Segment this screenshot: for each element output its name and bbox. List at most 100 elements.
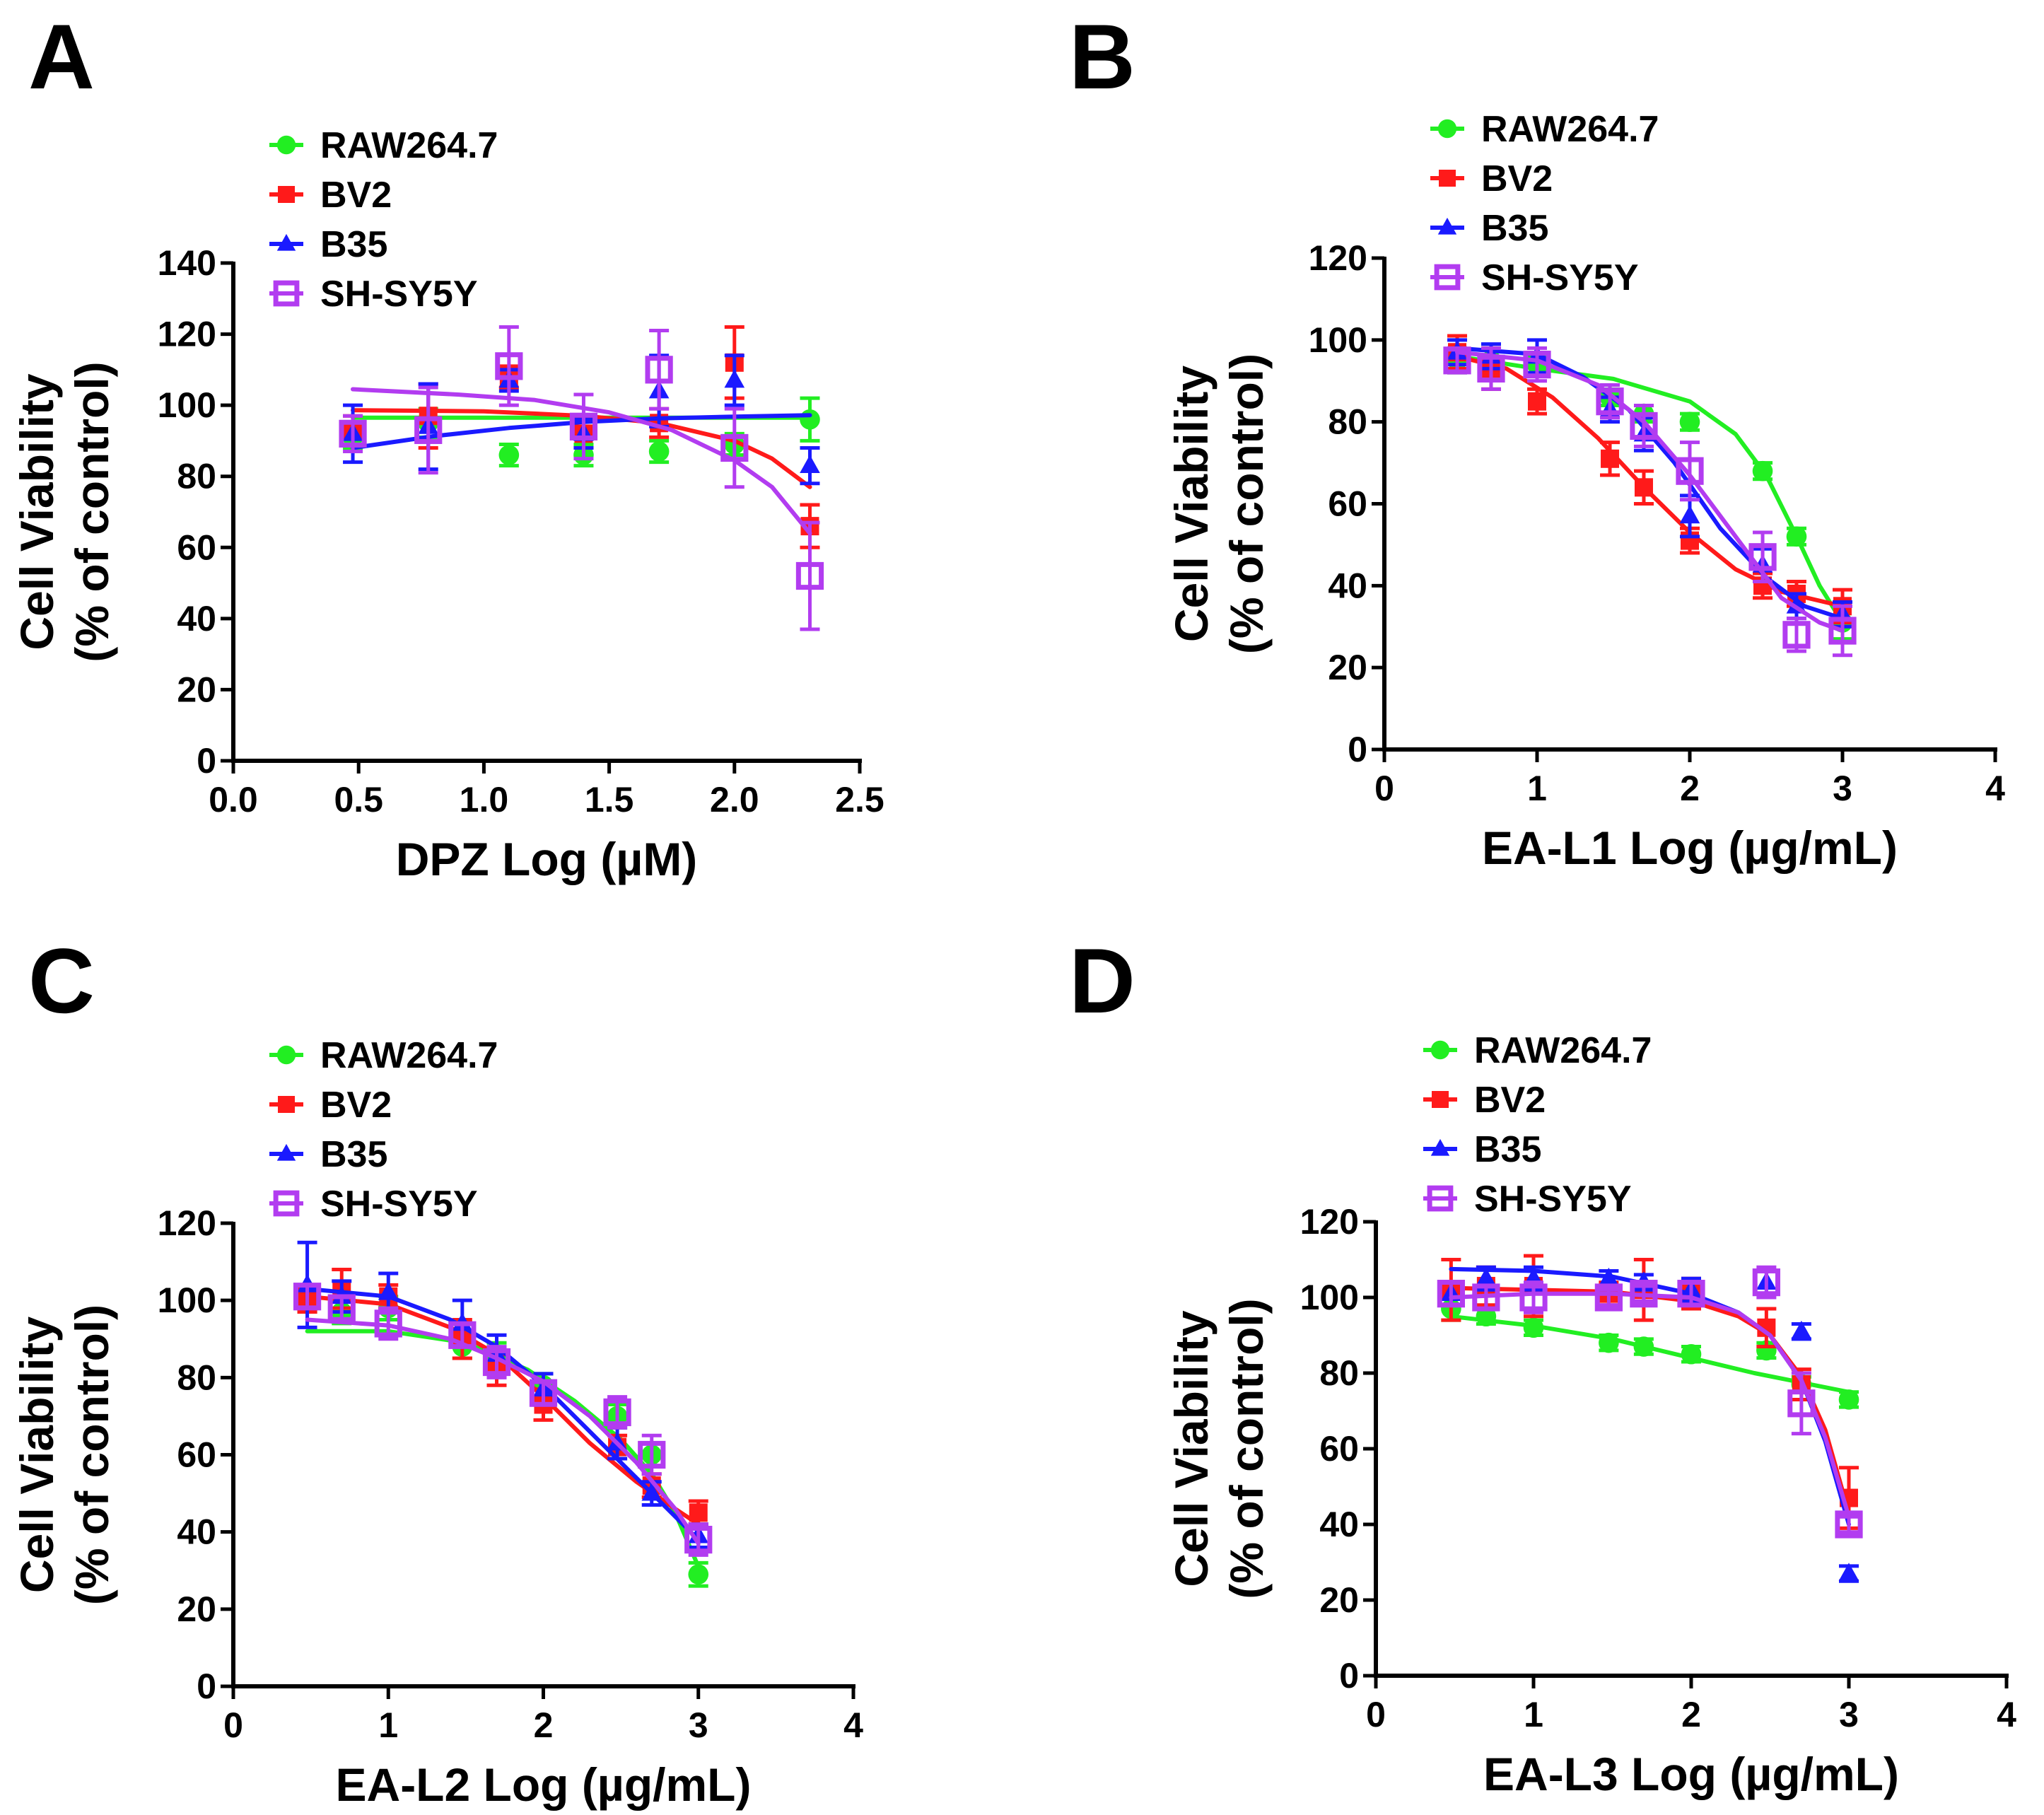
panel-a: A 0 20 40 60 80 100 120 140 0.0 0.5 1.0 1.5 2.0 2.5 DPZ… xyxy=(11,5,884,885)
series-sh-sy5y xyxy=(293,1283,713,1557)
legend: RAW264.7 BV2 B35 SH-SY5Y xyxy=(269,1035,498,1225)
data-point xyxy=(1601,449,1620,468)
x-tick-label: 1 xyxy=(378,1705,398,1745)
y-axis-label: Cell Viability xyxy=(1165,1310,1217,1587)
x-tick-label: 1.0 xyxy=(460,780,509,819)
x-axis-label: DPZ Log (µM) xyxy=(396,833,698,885)
data-point xyxy=(1681,1343,1702,1365)
y-tick-label: 120 xyxy=(1300,1202,1359,1242)
legend-marker xyxy=(276,1045,296,1065)
x-tick-label: 1 xyxy=(1524,1695,1543,1734)
y-axis-label: Cell Viability xyxy=(1165,366,1217,643)
legend-marker xyxy=(1437,217,1457,235)
y-tick-label: 100 xyxy=(158,1280,216,1320)
fit-curve xyxy=(1449,1291,1851,1519)
legend: RAW264.7 BV2 B35 SH-SY5Y xyxy=(1430,109,1659,298)
y-tick-label: 80 xyxy=(177,457,216,496)
y-tick-label: 60 xyxy=(1328,484,1367,524)
panel-letter: B xyxy=(1069,5,1135,108)
data-point xyxy=(1752,460,1773,482)
y-tick-label: 80 xyxy=(1319,1353,1359,1393)
fit-curve xyxy=(305,1286,701,1542)
data-point xyxy=(603,1398,631,1427)
x-axis-label: EA-L2 Log (µg/mL) xyxy=(336,1758,752,1811)
legend-label: B35 xyxy=(320,224,387,265)
legend-marker xyxy=(276,135,296,155)
x-tick-label: 2 xyxy=(534,1705,554,1745)
legend-marker xyxy=(278,1096,295,1113)
y-tick-label: 0 xyxy=(1348,730,1367,769)
y-tick-label: 140 xyxy=(158,243,216,283)
data-point xyxy=(689,1503,708,1522)
data-point xyxy=(1523,350,1551,379)
data-point xyxy=(1787,1389,1816,1418)
legend-label: B35 xyxy=(1481,208,1548,249)
data-point xyxy=(648,441,670,462)
data-point xyxy=(1791,1320,1812,1339)
legend-label: B35 xyxy=(1474,1129,1541,1170)
y-axis-sublabel: (% of control) xyxy=(66,1305,118,1605)
y-tick-label: 40 xyxy=(1319,1505,1359,1544)
y-axis-label: Cell Viability xyxy=(11,1317,63,1594)
legend-label: SH-SY5Y xyxy=(320,274,478,315)
data-point xyxy=(495,352,523,380)
data-point xyxy=(1679,505,1700,524)
legend-label: SH-SY5Y xyxy=(1474,1179,1632,1220)
data-point xyxy=(482,1348,511,1377)
legend-marker xyxy=(273,1190,300,1217)
data-point xyxy=(1523,1317,1544,1338)
data-point xyxy=(720,433,749,462)
data-point xyxy=(448,1321,477,1349)
y-tick-label: 0 xyxy=(197,1667,216,1706)
data-point xyxy=(1443,346,1471,375)
y-tick-label: 100 xyxy=(1309,320,1367,360)
data-point xyxy=(569,412,598,440)
y-axis-label: Cell Viability xyxy=(11,373,63,650)
data-point xyxy=(1828,617,1857,645)
data-point xyxy=(1472,1283,1500,1312)
data-point xyxy=(688,1564,709,1585)
y-tick-label: 80 xyxy=(1328,402,1367,442)
data-point xyxy=(1634,478,1653,497)
legend-marker xyxy=(1430,1138,1450,1156)
data-point xyxy=(1835,1510,1863,1539)
legend-marker xyxy=(1434,264,1461,291)
data-point xyxy=(1838,1563,1859,1581)
series-bv2 xyxy=(1447,334,1852,624)
legend-marker xyxy=(276,1143,296,1161)
legend-marker xyxy=(1432,1091,1449,1108)
fit-curve xyxy=(1455,346,1845,621)
legend-label: BV2 xyxy=(320,175,392,216)
data-point xyxy=(1676,457,1704,485)
legend-label: RAW264.7 xyxy=(1481,109,1659,150)
y-tick-label: 100 xyxy=(1300,1278,1359,1317)
x-tick-label: 3 xyxy=(689,1705,708,1745)
y-tick-label: 120 xyxy=(1309,238,1367,278)
legend-label: RAW264.7 xyxy=(320,1035,498,1076)
data-point xyxy=(498,445,520,465)
data-point xyxy=(1633,1336,1654,1357)
data-point xyxy=(1477,354,1505,383)
data-point xyxy=(414,416,443,444)
y-tick-label: 40 xyxy=(177,1512,216,1552)
panel-letter: D xyxy=(1069,929,1135,1032)
y-tick-label: 20 xyxy=(177,1589,216,1629)
y-tick-label: 60 xyxy=(177,527,216,567)
y-tick-label: 20 xyxy=(1319,1580,1359,1620)
y-tick-label: 60 xyxy=(177,1435,216,1475)
y-tick-label: 20 xyxy=(1328,648,1367,687)
y-tick-label: 60 xyxy=(1319,1429,1359,1469)
data-point xyxy=(1596,387,1624,416)
data-point xyxy=(1437,1280,1465,1308)
x-tick-label: 2 xyxy=(1681,1695,1701,1734)
data-point xyxy=(645,356,673,384)
data-point xyxy=(1786,526,1807,547)
data-point xyxy=(327,1294,356,1322)
y-tick-label: 20 xyxy=(177,670,216,709)
x-tick-label: 0 xyxy=(1366,1695,1386,1734)
data-point xyxy=(795,561,824,590)
data-point xyxy=(1599,1332,1619,1353)
data-point xyxy=(1782,621,1811,649)
y-tick-label: 80 xyxy=(177,1358,216,1397)
legend-marker xyxy=(1437,119,1457,139)
